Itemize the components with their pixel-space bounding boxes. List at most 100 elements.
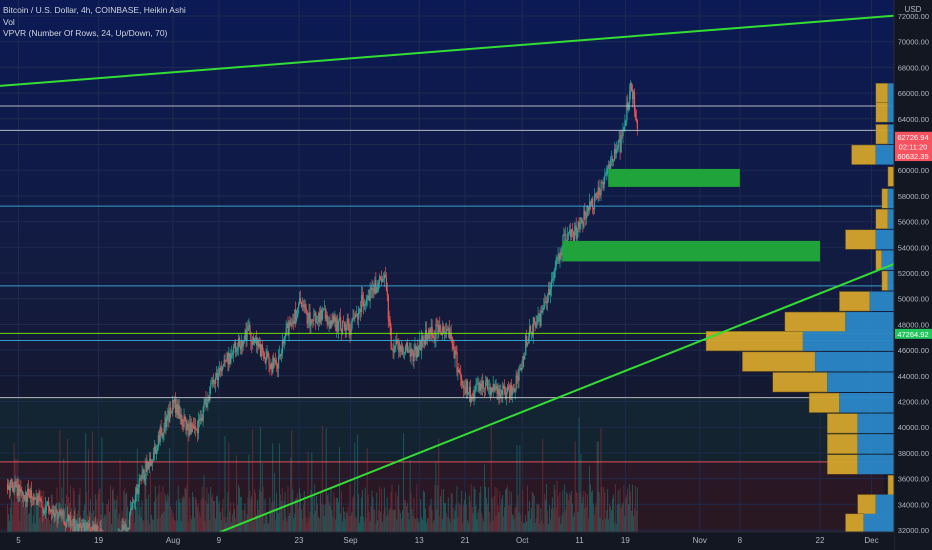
volume-bar: [32, 515, 34, 532]
volume-bar: [493, 495, 495, 532]
candle-body: [535, 323, 537, 328]
candle-body: [229, 353, 231, 364]
volume-bar: [515, 506, 517, 532]
candle-body: [585, 215, 587, 219]
volume-bar: [516, 445, 518, 532]
time-tick-label: Dec: [864, 536, 878, 545]
candle-body: [579, 223, 581, 229]
time-axis-panel[interactable]: [0, 532, 894, 550]
candle-body: [455, 350, 457, 353]
volume-bar: [149, 523, 151, 532]
candle-body: [569, 230, 572, 237]
volume-bar: [417, 517, 419, 532]
vp-row-down: [875, 83, 889, 104]
volume-bar: [570, 490, 572, 532]
volume-bar: [504, 507, 506, 532]
candle-body: [45, 505, 47, 511]
candle-body: [250, 332, 252, 342]
candle-body: [368, 296, 370, 301]
volume-bar: [587, 494, 589, 532]
volume-bar: [423, 490, 424, 532]
trend-line[interactable]: [218, 251, 924, 534]
volume-legend[interactable]: Vol: [3, 17, 15, 27]
volume-bar: [277, 509, 278, 532]
candle-body: [380, 276, 382, 279]
volume-bar: [256, 514, 257, 532]
candle-body: [543, 306, 545, 308]
volume-bar: [268, 523, 270, 532]
candle-body: [141, 472, 143, 479]
volume-bar: [173, 519, 175, 532]
candle-body: [61, 511, 63, 516]
volume-bar: [236, 504, 238, 532]
demand-zone-box[interactable]: [562, 240, 820, 262]
candle-body: [539, 313, 541, 327]
volume-bar: [301, 518, 303, 532]
price-axis-panel[interactable]: [894, 0, 932, 550]
volume-bar: [562, 490, 564, 532]
time-tick-label: 11: [575, 536, 584, 545]
candle-body: [507, 386, 509, 393]
candle-body: [183, 416, 185, 427]
candle-body: [603, 177, 605, 189]
candle-body: [399, 345, 401, 352]
candle-body: [528, 337, 530, 343]
volume-bar: [433, 520, 435, 532]
time-tick-label: 9: [217, 536, 222, 545]
candle-body: [512, 387, 514, 389]
volume-bar: [214, 501, 215, 532]
candle-body: [173, 400, 175, 403]
candle-body: [616, 148, 618, 150]
price-tick-label: 44000.00: [898, 372, 929, 381]
volume-bar: [571, 503, 573, 532]
volume-bar: [335, 519, 337, 532]
candle-body: [223, 359, 225, 365]
candle-body: [75, 525, 77, 527]
vp-row-down: [857, 494, 877, 515]
trend-line[interactable]: [0, 12, 924, 87]
volume-bar: [401, 518, 402, 532]
volume-bar: [115, 500, 117, 532]
volume-bar: [534, 522, 536, 532]
volume-bar: [109, 511, 111, 532]
demand-zone-box[interactable]: [608, 168, 740, 187]
candle-body: [537, 315, 539, 323]
volume-bar: [286, 521, 288, 532]
candle-body: [260, 344, 263, 357]
candle-body: [518, 369, 520, 381]
plot-background: [0, 0, 894, 532]
volume-bar: [261, 463, 263, 532]
candle-body: [198, 418, 200, 421]
candle-body: [423, 340, 426, 345]
volume-bar: [132, 505, 134, 532]
volume-bar: [218, 501, 220, 532]
candle-body: [87, 527, 89, 531]
volume-bar: [617, 490, 619, 532]
candle-body: [15, 481, 17, 488]
volume-bar: [531, 491, 533, 532]
volume-bar: [17, 502, 19, 532]
candle-body: [611, 158, 613, 160]
volume-bar: [444, 502, 445, 532]
vpvr-legend[interactable]: VPVR (Number Of Rows, 24, Up/Down, 70): [3, 28, 168, 38]
candle-body: [356, 313, 358, 316]
candle-body: [437, 325, 439, 334]
volume-bar: [511, 514, 513, 532]
volume-bar: [63, 458, 65, 532]
candle-body: [77, 524, 79, 532]
volume-bar: [333, 492, 335, 532]
symbol-legend[interactable]: Bitcoin / U.S. Dollar, 4h, COINBASE, Hei…: [3, 5, 186, 15]
candle-body: [73, 518, 75, 533]
volume-bar: [241, 510, 243, 532]
volume-bar: [146, 498, 148, 532]
volume-bar: [445, 513, 447, 532]
candle-body: [515, 375, 517, 390]
candle-body: [178, 405, 180, 419]
candle-body: [93, 524, 96, 530]
candle-body: [79, 523, 81, 528]
candle-body: [207, 397, 209, 404]
vp-row-down: [808, 392, 840, 413]
volume-bar: [170, 506, 172, 532]
volume-bar: [548, 523, 549, 532]
